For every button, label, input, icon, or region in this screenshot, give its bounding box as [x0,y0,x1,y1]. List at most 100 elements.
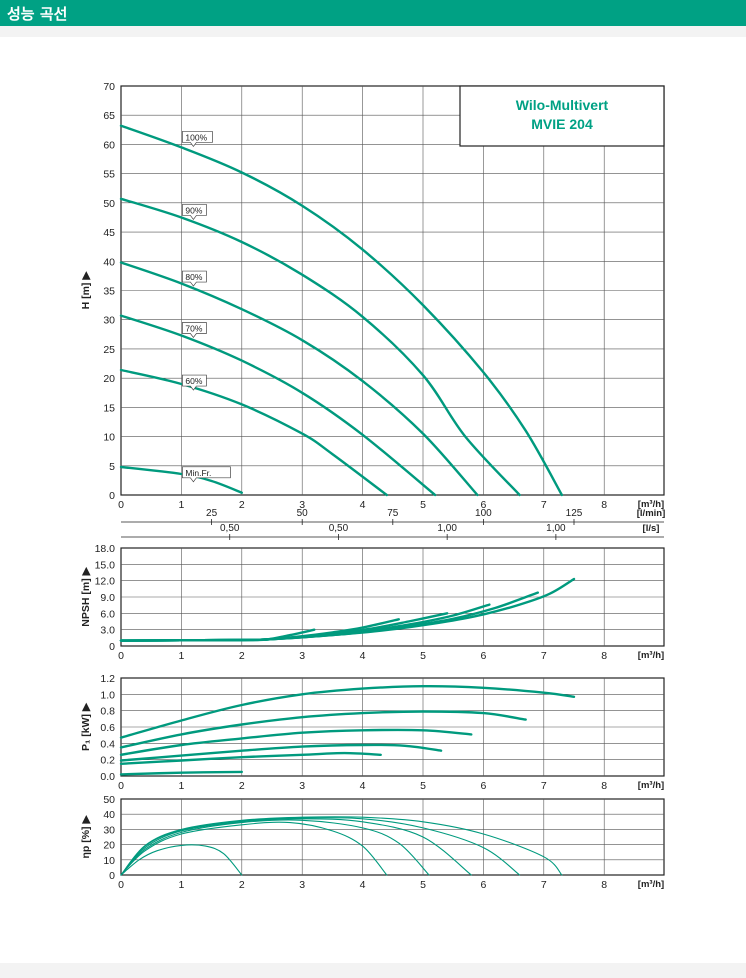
efficiency-y-tick-label: 0 [109,870,115,882]
head-x-tick-label: 2 [239,499,245,511]
l-s-tick-label: 0,50 [329,523,349,534]
power-x-tick-label: 0 [118,780,124,792]
power-curve-2 [119,710,527,749]
chart-title-box [459,85,665,147]
efficiency-y-tick-label: 30 [103,824,115,836]
head-y-tick-label: 45 [103,227,115,239]
speed-label: 80% [182,270,207,287]
efficiency-x-tick-label: 0 [118,879,124,891]
l-s-tick-label: 1,00 [546,523,566,534]
power-curve-3 [119,728,473,756]
power-x-tick-label: 1 [178,780,184,792]
npsh-curve-6 [119,577,576,642]
power-x-tick-label: 5 [420,780,426,792]
speed-label-box [182,322,207,339]
power-x-tick-label: 3 [299,780,305,792]
head-y-tick-label: 5 [109,461,115,473]
npsh-y-axis-label: NPSH [m] ▶ [80,566,92,626]
efficiency-x-axis-label: [m³/h] [638,879,664,890]
power-curve-6 [119,770,243,776]
l-s-axis-unit: [l/s] [643,523,660,534]
speed-label: 100% [182,131,213,148]
npsh-x-axis-label: [m³/h] [638,650,664,661]
power-x-axis-label: [m³/h] [638,780,664,791]
head-x-tick-label: 5 [420,499,426,511]
speed-label-box [182,270,207,287]
l-min-tick-label: 100 [475,508,492,519]
power-y-tick-label: 0.2 [100,755,115,767]
npsh-x-tick-label: 8 [601,650,607,662]
power-x-tick-label: 2 [239,780,245,792]
speed-label: 70% [182,322,207,339]
power-y-tick-label: 1.2 [100,673,115,685]
efficiency-plot-area [120,798,665,876]
efficiency-x-tick-label: 3 [299,879,305,891]
head-y-tick-label: 30 [103,315,115,327]
l-min-tick-label: 125 [566,508,583,519]
efficiency-curve-3 [120,819,430,876]
npsh-y-tick-label: 0 [109,641,115,653]
power-x-tick-label: 6 [480,780,486,792]
head-curve-4 [119,314,437,497]
head-curve-1 [119,124,564,497]
l-min-axis-unit: [l/min] [637,508,666,519]
head-y-axis-label: H [m] ▶ [80,271,92,310]
speed-label-text: Min.Fr. [185,468,211,478]
head-y-tick-label: 55 [103,169,115,181]
power-y-tick-label: 0.4 [100,738,115,750]
npsh-y-tick-label: 9.0 [100,592,115,604]
head-y-tick-label: 50 [103,198,115,210]
npsh-x-tick-label: 5 [420,650,426,662]
power-y-tick-label: 0.8 [100,706,115,718]
power-x-tick-label: 8 [601,780,607,792]
efficiency-curve-4 [120,818,472,876]
efficiency-x-tick-label: 1 [178,879,184,891]
efficiency-x-tick-label: 6 [480,879,486,891]
head-y-tick-label: 25 [103,344,115,356]
head-y-tick-label: 20 [103,373,115,385]
power-y-axis-label: P₁ [kW] ▶ [80,702,92,751]
power-y-tick-label: 0.0 [100,771,115,783]
power-curve-4 [119,743,443,762]
head-y-tick-label: 35 [103,286,115,298]
npsh-x-tick-label: 6 [480,650,486,662]
head-x-tick-label: 0 [118,499,124,511]
head-curve-2 [119,197,521,497]
efficiency-curve-1 [120,844,243,876]
efficiency-curve-2 [120,821,388,876]
efficiency-y-axis-label: ηp [%] ▶ [80,815,92,859]
power-y-tick-label: 0.6 [100,722,115,734]
npsh-y-tick-label: 12.0 [95,576,116,588]
efficiency-x-tick-label: 4 [360,879,366,891]
l-min-tick-label: 75 [387,508,399,519]
head-y-tick-label: 40 [103,256,115,268]
npsh-y-tick-label: 6.0 [100,608,115,620]
npsh-y-tick-label: 18.0 [95,543,116,555]
head-x-tick-label: 3 [299,499,305,511]
head-curve-5 [119,368,388,497]
l-s-tick-label: 0,50 [220,523,240,534]
npsh-x-tick-label: 4 [360,650,366,662]
head-y-tick-label: 60 [103,139,115,151]
npsh-y-tick-label: 3.0 [100,625,115,637]
efficiency-y-tick-label: 40 [103,809,115,821]
header-bar: 성능 곡선 [0,0,746,26]
chart-subtitle: MVIE 204 [531,116,593,132]
npsh-x-tick-label: 3 [299,650,305,662]
efficiency-curve-6 [120,816,563,876]
npsh-x-tick-label: 2 [239,650,245,662]
speed-label-box [182,374,207,391]
speed-label-text: 70% [185,323,202,333]
efficiency-curve-5 [120,817,521,876]
l-min-tick-label: 50 [297,508,309,519]
head-x-tick-label: 1 [178,499,184,511]
efficiency-x-tick-label: 7 [541,879,547,891]
npsh-y-tick-label: 15.0 [95,559,116,571]
speed-label: Min.Fr. [182,466,231,483]
head-y-tick-label: 70 [103,81,115,93]
efficiency-y-tick-label: 50 [103,794,115,806]
head-x-tick-label: 8 [601,499,607,511]
efficiency-x-tick-label: 5 [420,879,426,891]
header-title: 성능 곡선 [7,5,68,23]
